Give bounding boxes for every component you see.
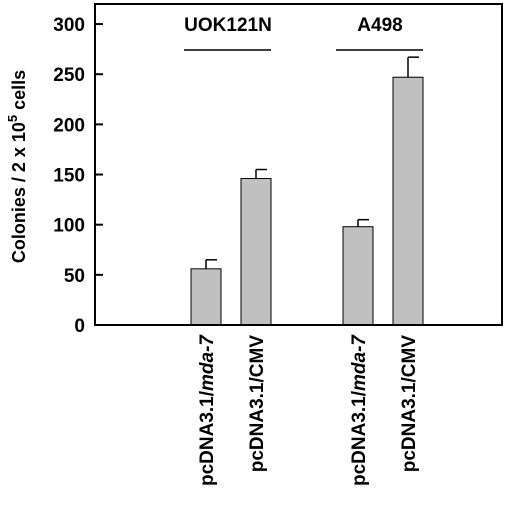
bar — [392, 76, 424, 326]
bars — [190, 76, 424, 326]
plot-frame — [94, 3, 503, 326]
y-axis-label: Colonies / 2 x 105 cells — [5, 70, 29, 263]
bar — [342, 226, 374, 326]
y-tick-label: 0 — [74, 316, 85, 337]
category-label: pcDNA3.1/mda-7 — [349, 334, 370, 486]
category-label: pcDNA3.1/CMV — [399, 335, 420, 473]
bar — [240, 178, 272, 326]
group-labels: UOK121N A498 — [184, 15, 423, 51]
y-tick-label: 150 — [53, 166, 85, 187]
group-label: A498 — [357, 15, 402, 36]
category-labels: pcDNA3.1/mda-7 pcDNA3.1/CMV pcDNA3.1/mda-7… — [197, 334, 420, 486]
y-tick-label: 250 — [53, 65, 85, 86]
group-label: UOK121N — [184, 15, 272, 36]
category-label: pcDNA3.1/CMV — [247, 335, 268, 473]
y-axis: 0 50 100 150 200 250 300 — [53, 15, 103, 337]
bar — [190, 268, 222, 326]
category-label: pcDNA3.1/mda-7 — [197, 334, 218, 486]
y-tick-label: 100 — [53, 216, 85, 237]
error-bars — [205, 56, 419, 269]
y-tick-label: 300 — [53, 15, 85, 36]
y-tick-label: 50 — [64, 266, 85, 287]
y-tick-label: 200 — [53, 115, 85, 136]
